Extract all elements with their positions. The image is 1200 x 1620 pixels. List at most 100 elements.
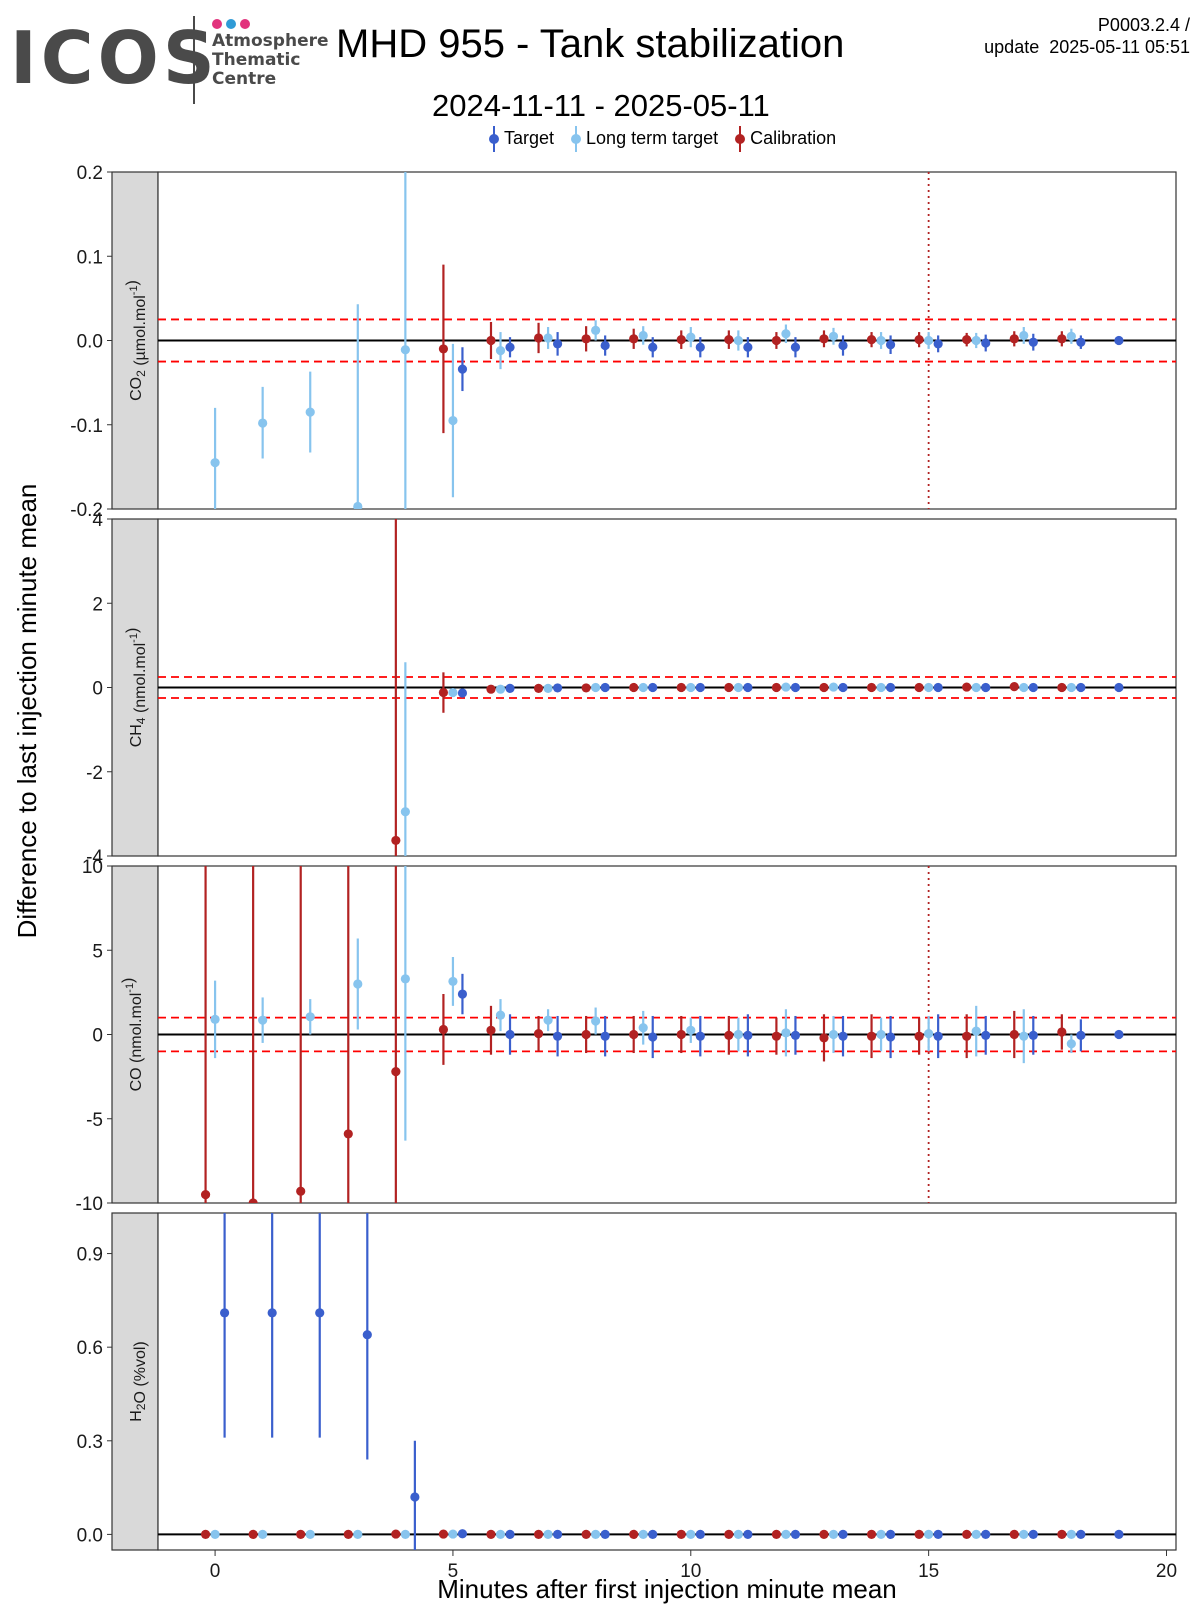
data-point [971, 1529, 981, 1539]
y-tick-label: 4 [92, 510, 103, 531]
data-point [885, 682, 896, 693]
data-point [305, 1012, 315, 1022]
data-point [838, 340, 848, 351]
data-point [1009, 334, 1019, 344]
data-point [924, 335, 934, 346]
data-point [457, 989, 468, 999]
data-point [790, 682, 801, 693]
data-point [552, 339, 563, 349]
y-tick-label: -2 [86, 763, 103, 784]
data-point [1028, 682, 1038, 693]
data-point [591, 325, 601, 335]
data-point [1028, 337, 1038, 347]
data-point [648, 1032, 658, 1042]
data-point [1114, 1029, 1124, 1040]
data-point [1019, 1031, 1029, 1041]
data-point [781, 329, 791, 339]
data-point [438, 1024, 449, 1035]
series-target [457, 682, 1124, 698]
y-tick-label: 0 [92, 679, 103, 700]
data-point [629, 1029, 639, 1040]
y-tick-label: 0.2 [77, 163, 103, 184]
data-point [838, 1529, 848, 1539]
data-point [1057, 1529, 1067, 1539]
strip-label-part: CO [128, 377, 145, 401]
data-point [258, 1015, 268, 1025]
data-point [1057, 334, 1067, 344]
data-point [733, 1529, 743, 1539]
data-point [876, 682, 886, 693]
y-tick-label: -5 [86, 1110, 103, 1131]
data-point [1028, 1529, 1038, 1539]
data-point [362, 1330, 372, 1340]
panel-strip [111, 1212, 159, 1551]
data-point [400, 807, 410, 817]
data-point [391, 1066, 401, 1077]
data-point [876, 335, 886, 346]
data-point [248, 1529, 258, 1539]
data-point [962, 1031, 972, 1041]
data-point [733, 335, 743, 346]
logo-line-2: Thematic [212, 50, 301, 70]
data-point [486, 1529, 496, 1539]
data-point [676, 1529, 686, 1539]
data-point [200, 1529, 211, 1539]
data-point [629, 682, 639, 693]
data-point [724, 682, 734, 693]
data-point [686, 1025, 696, 1035]
series-calibration [391, 519, 1067, 856]
y-tick-label: 10 [82, 857, 103, 878]
series-calibration [438, 264, 1067, 434]
data-point [267, 1308, 277, 1318]
panel-plot-area [158, 866, 1176, 1203]
data-point [981, 1529, 991, 1539]
data-point [448, 976, 458, 987]
data-point [457, 688, 468, 698]
data-point [600, 1031, 610, 1041]
data-point [296, 1529, 306, 1539]
strip-label-part: O (%vol) [132, 1341, 149, 1403]
data-point [828, 1529, 839, 1539]
data-point [353, 501, 363, 509]
data-point [457, 364, 468, 374]
panel-strip [111, 518, 159, 857]
logo-subtitle: Atmosphere Thematic Centre [212, 32, 329, 89]
strip-label-part: (µmol.mol [132, 295, 149, 370]
data-point [638, 682, 648, 693]
data-point [781, 1028, 791, 1038]
series-target [219, 1213, 1124, 1550]
panel-frame [157, 1212, 1177, 1551]
data-point [543, 683, 553, 693]
series-calibration [200, 1529, 1067, 1539]
data-point [438, 344, 449, 354]
legend-key-icon [734, 126, 746, 152]
strip-label-part: CH [128, 724, 145, 747]
data-point [981, 338, 991, 348]
panel-strip-label: CO (nmol.mol-1) [120, 978, 145, 1092]
data-point [676, 335, 686, 345]
panel-plot-area [158, 172, 1176, 509]
data-point [543, 1529, 553, 1539]
data-point [581, 334, 591, 344]
data-point [495, 1529, 506, 1539]
data-point [210, 458, 220, 468]
strip-label-part: ) [124, 280, 141, 285]
data-point [248, 1198, 258, 1203]
data-point [495, 346, 506, 356]
panel-ch4: CH4 (nmol.mol-1)-4-2024 [86, 510, 1177, 868]
data-point [724, 1030, 734, 1040]
data-point [743, 1030, 753, 1040]
data-point [648, 342, 658, 352]
data-point [885, 1032, 896, 1042]
data-point [819, 1033, 829, 1043]
series-long-term-target [210, 1529, 1076, 1539]
version-line-1: P0003.2.4 / [1097, 15, 1190, 35]
panel-plot-area [158, 519, 1176, 856]
data-point [1066, 1039, 1076, 1049]
data-point [962, 682, 972, 692]
data-point [1009, 1529, 1019, 1539]
data-point [866, 335, 877, 345]
data-point [819, 1529, 829, 1539]
data-point [981, 682, 991, 693]
data-point [448, 1529, 458, 1539]
